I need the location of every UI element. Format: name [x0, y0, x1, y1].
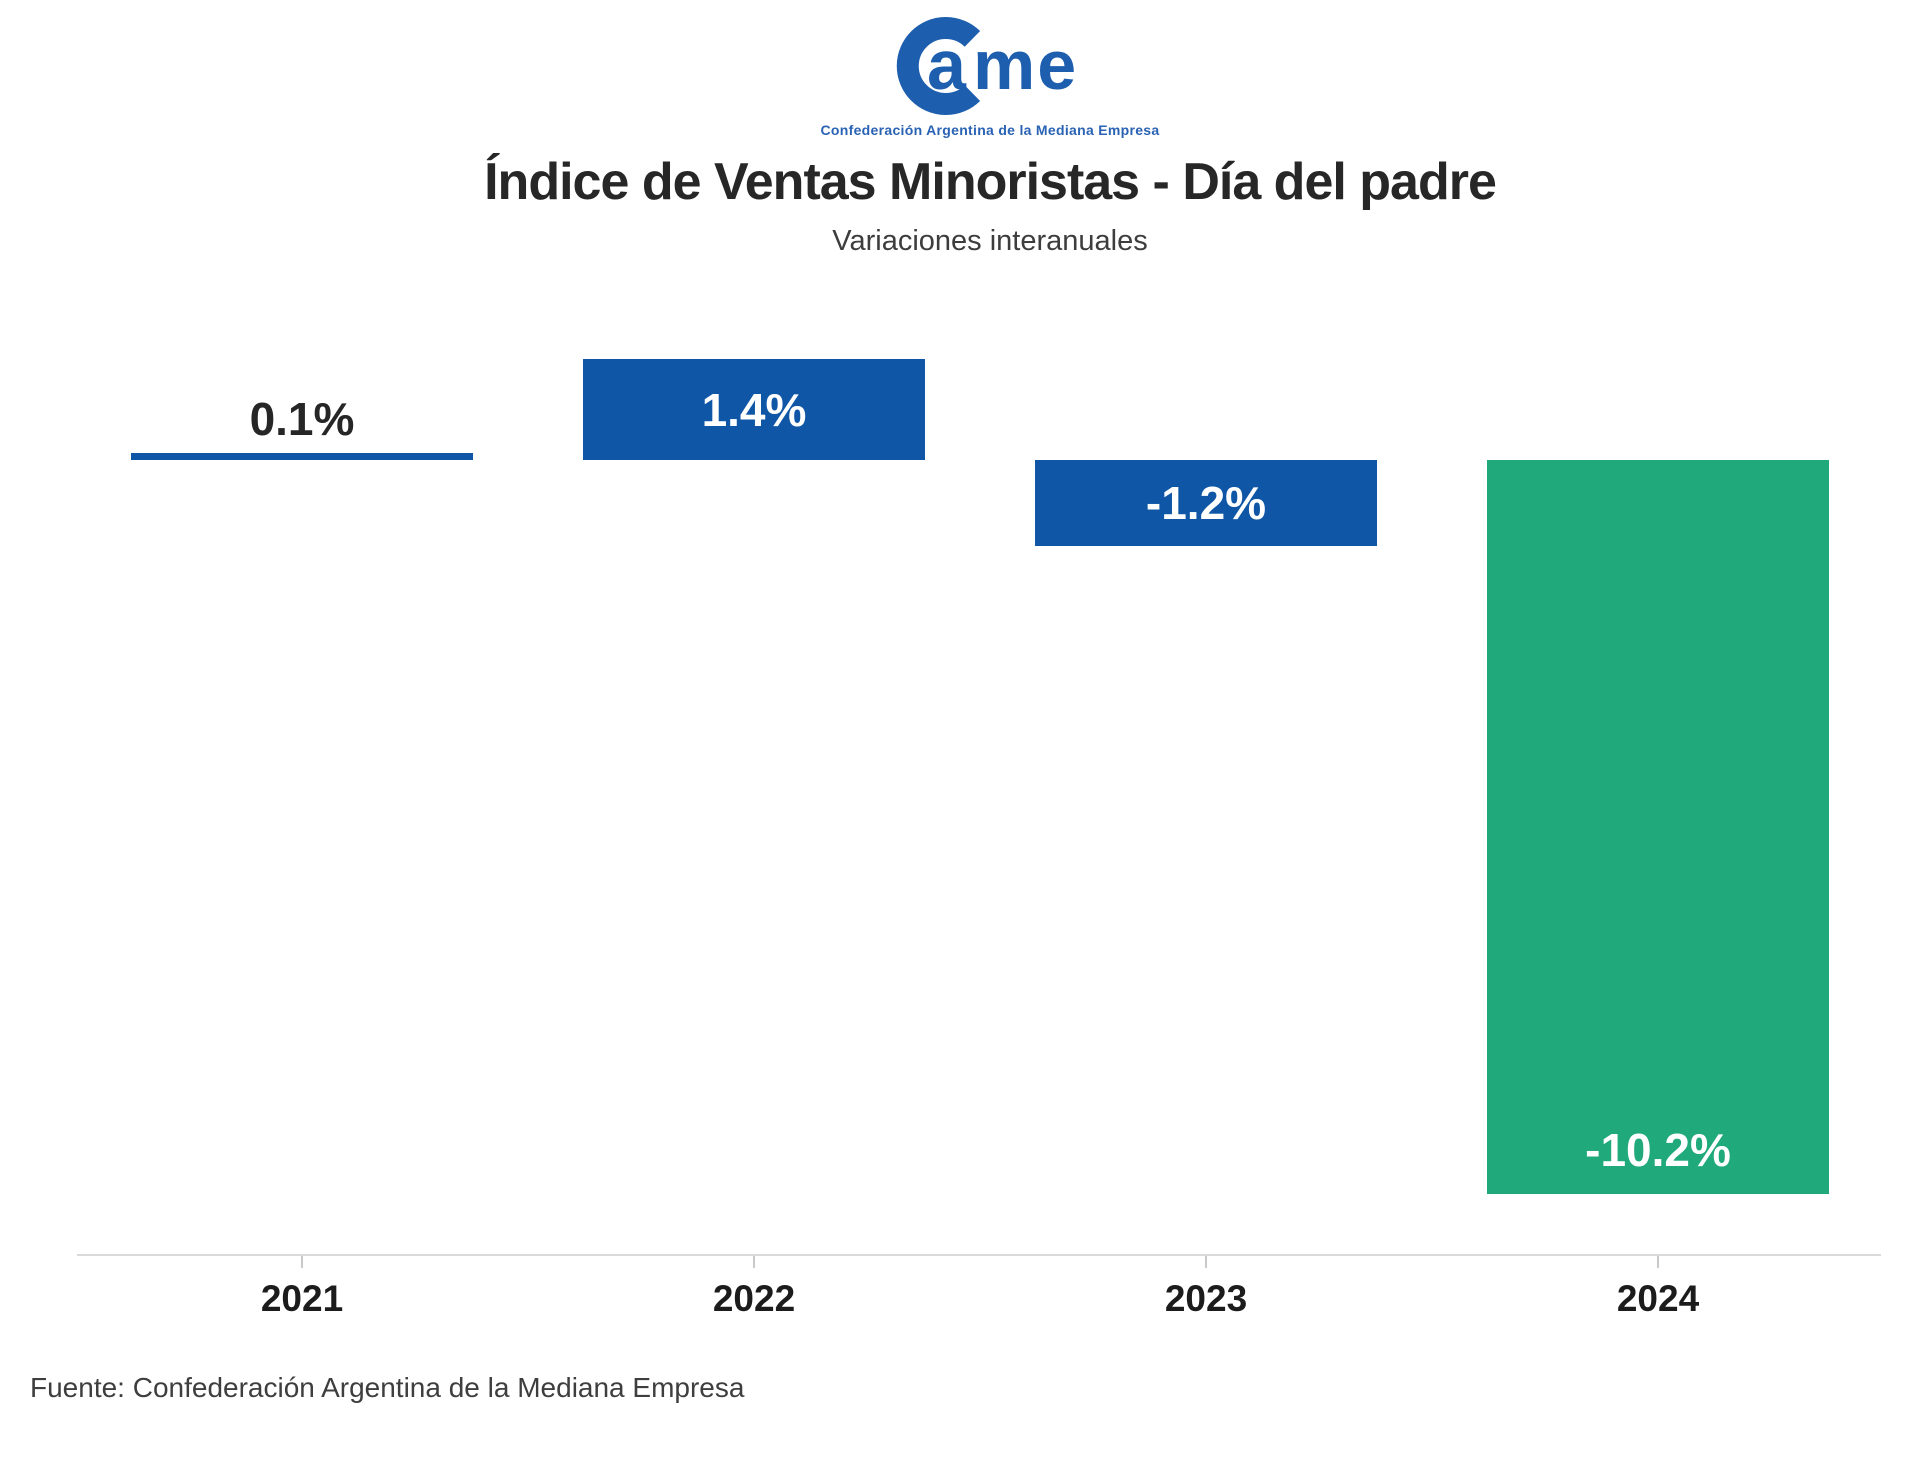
bar-2024 [1487, 460, 1829, 1195]
bar-2022 [583, 359, 925, 460]
chart-subtitle: Variaciones interanuales [832, 225, 1148, 258]
bar-2023 [1035, 460, 1377, 547]
bar-value-label-2021: 0.1% [249, 392, 355, 445]
x-axis-label-2021: 2021 [260, 1278, 344, 1319]
came-logo-mark: a me [896, 17, 1078, 115]
bar-value-label-2023: -1.2% [1145, 477, 1267, 530]
came-logo: a me Confederación Argentina de la Media… [30, 14, 1920, 138]
bar-value-label-2022: 1.4% [701, 383, 807, 436]
came-logo-tagline: Confederación Argentina de la Mediana Em… [820, 122, 1160, 138]
x-axis-line [77, 1254, 1881, 1256]
x-axis-label-2022: 2022 [712, 1278, 796, 1319]
x-axis-label-2023: 2023 [1164, 1278, 1248, 1319]
x-axis-tick [1657, 1256, 1659, 1268]
bar-2021 [131, 452, 473, 460]
came-logo-letter-a: a [927, 26, 967, 104]
x-axis-label-2024: 2024 [1616, 1278, 1700, 1319]
x-axis-tick [753, 1256, 755, 1268]
x-axis-tick [1205, 1256, 1207, 1268]
chart-title: Índice de Ventas Minoristas - Día del pa… [484, 153, 1497, 211]
came-logo-c-icon [896, 17, 981, 115]
x-axis-tick [301, 1256, 303, 1268]
chart-header: a me Confederación Argentina de la Media… [30, 0, 1920, 258]
bar-value-label-2024: -10.2% [1585, 1124, 1731, 1177]
source-note: Fuente: Confederación Argentina de la Me… [30, 1372, 745, 1403]
came-logo-letters-me: me [973, 26, 1078, 104]
